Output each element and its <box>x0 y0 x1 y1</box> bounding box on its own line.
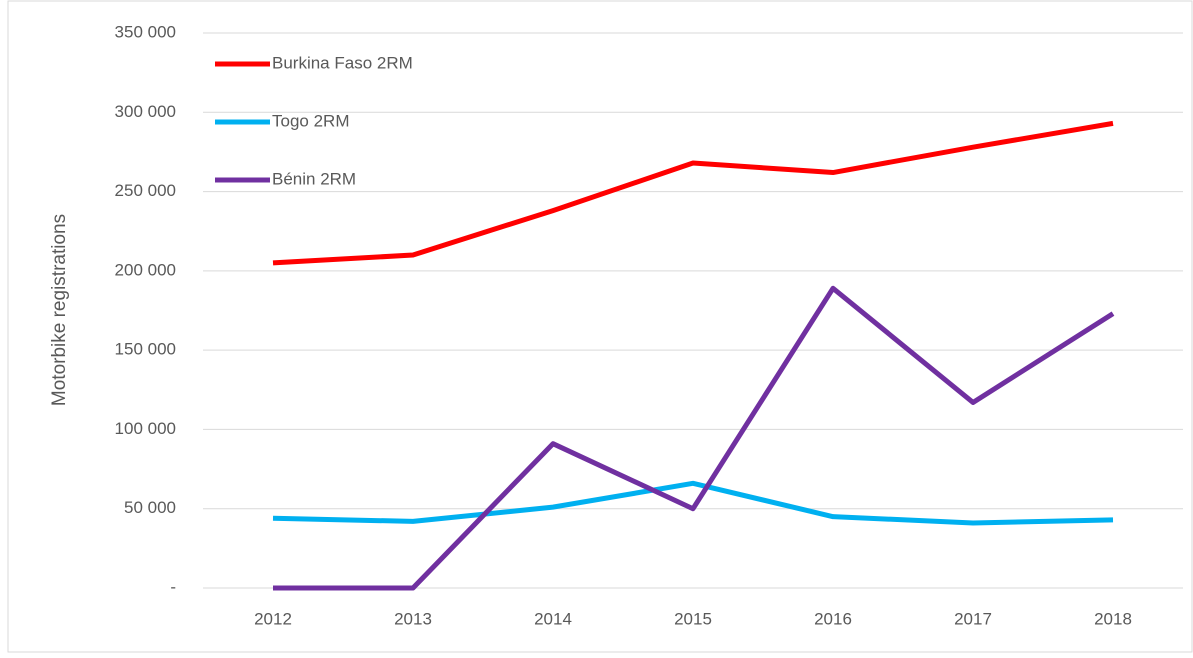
y-tick-label: 200 000 <box>115 260 176 279</box>
y-tick-label: 50 000 <box>124 498 176 517</box>
chart-frame <box>7 0 1193 653</box>
y-tick-label: 300 000 <box>115 102 176 121</box>
legend-label: Bénin 2RM <box>272 169 356 188</box>
y-tick-label: 350 000 <box>115 22 176 41</box>
x-tick-label: 2017 <box>954 609 992 628</box>
x-tick-label: 2014 <box>534 609 572 628</box>
x-tick-label: 2016 <box>814 609 852 628</box>
legend-label: Togo 2RM <box>272 111 349 130</box>
x-tick-label: 2012 <box>254 609 292 628</box>
y-tick-label: 100 000 <box>115 419 176 438</box>
y-tick-label: 150 000 <box>115 340 176 359</box>
x-tick-label: 2018 <box>1094 609 1132 628</box>
x-tick-label: 2013 <box>394 609 432 628</box>
series-line <box>273 285 1115 591</box>
legend-label: Burkina Faso 2RM <box>272 53 413 72</box>
y-axis-label: Motorbike registrations <box>49 214 70 406</box>
x-tick-label: 2015 <box>674 609 712 628</box>
y-tick-label: - <box>170 577 176 596</box>
series-line <box>272 120 1114 266</box>
y-tick-label: 250 000 <box>115 181 176 200</box>
series-line <box>272 480 1114 526</box>
